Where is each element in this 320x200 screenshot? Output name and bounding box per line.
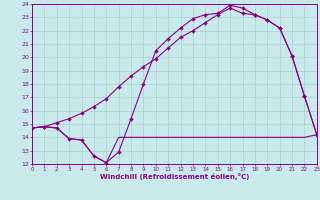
X-axis label: Windchill (Refroidissement éolien,°C): Windchill (Refroidissement éolien,°C) <box>100 173 249 180</box>
